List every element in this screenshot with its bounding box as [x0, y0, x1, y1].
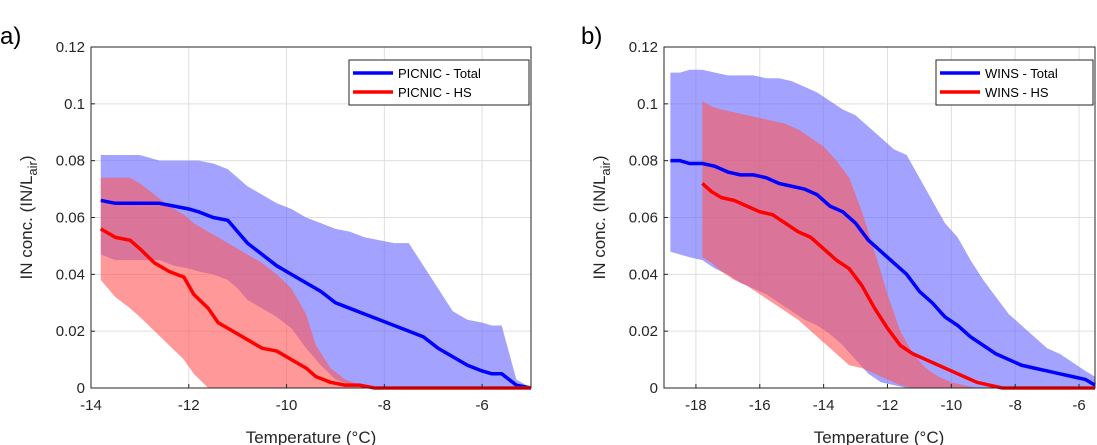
panel-b: b) -18 -16 -14 -12 -10 -8 -6 0 0.02 0.04 0.06 0.08… — [581, 23, 1096, 445]
legend-label-picnic-hs: PICNIC - HS — [398, 85, 472, 100]
panel-a-y-tick-label: 0 — [77, 380, 85, 397]
panel-b-y-tick-label: 0 — [650, 380, 658, 397]
legend-label-wins-hs: WINS - HS — [985, 85, 1049, 100]
panel-a-y-tick-label: 0.06 — [56, 210, 85, 227]
wins-total-line — [670, 158, 1096, 387]
panel-b-x-tick-label: -12 — [877, 397, 899, 414]
panel-a-y-ticks: 0 0.02 0.04 0.06 0.08 0.1 0.12 — [56, 39, 95, 397]
panel-a-y-label-close: ) — [17, 155, 36, 161]
panel-a-y-tick-label: 0.12 — [56, 39, 85, 56]
panel-b-x-tick-label: -16 — [749, 397, 771, 414]
panel-b-y-tick-label: 0.08 — [629, 153, 658, 170]
picnic-total-line — [100, 198, 532, 390]
panel-b-y-tick-label: 0.1 — [637, 96, 658, 113]
panel-b-x-tick-label: -6 — [1072, 397, 1085, 414]
wins-hs-band — [702, 100, 1095, 388]
wins-hs-line — [701, 182, 1095, 390]
panel-a: a) -14 -12 -10 -8 -6 0 0.02 0.04 0.06 0.08 0.1 0.1… — [0, 23, 532, 445]
panel-a-label: a) — [0, 23, 21, 50]
panel-b-y-tick-label: 0.04 — [629, 266, 658, 283]
panel-b-y-label-main: IN conc. (IN/L — [590, 176, 609, 280]
panel-b-y-label-sub: air — [598, 160, 613, 175]
panel-a-x-tick-label: -12 — [178, 397, 200, 414]
panel-a-x-tick-label: -6 — [475, 397, 488, 414]
panel-a-x-tick-label: -14 — [80, 397, 102, 414]
panel-b-x-label: Temperature (°C) — [814, 428, 945, 445]
panel-a-y-tick-label: 0.04 — [56, 266, 85, 283]
picnic-total-band — [100, 154, 532, 388]
panel-b-bands — [670, 69, 1095, 388]
panel-a-x-tick-label: -8 — [378, 397, 391, 414]
panel-a-x-ticks: -14 -12 -10 -8 -6 — [80, 384, 489, 414]
panel-b-x-tick-label: -18 — [685, 397, 707, 414]
panel-b-x-tick-label: -8 — [1009, 397, 1022, 414]
panel-b-legend-box — [935, 59, 1094, 106]
panel-b-x-tick-label: -14 — [813, 397, 835, 414]
panel-b-y-label: IN conc. (IN/Lair) — [590, 155, 613, 279]
panel-a-y-label: IN conc. (IN/Lair) — [17, 155, 40, 279]
panel-b-y-ticks: 0 0.02 0.04 0.06 0.08 0.1 0.12 — [629, 39, 668, 397]
panel-a-legend: PICNIC - Total PICNIC - HS — [348, 59, 530, 106]
panel-b-legend: WINS - Total WINS - HS — [935, 59, 1094, 106]
panel-b-label: b) — [581, 23, 602, 50]
legend-label-picnic-total: PICNIC - Total — [398, 66, 481, 81]
panel-b-x-tick-label: -10 — [940, 397, 962, 414]
panel-a-bands — [100, 154, 532, 388]
panel-b-y-tick-label: 0.06 — [629, 210, 658, 227]
panel-a-y-label-main: IN conc. (IN/L — [17, 176, 36, 280]
panel-a-x-tick-label: -10 — [276, 397, 298, 414]
panel-b-y-tick-label: 0.02 — [629, 323, 658, 340]
panel-b-x-ticks: -18 -16 -14 -12 -10 -8 -6 — [685, 384, 1086, 414]
panel-b-y-label-close: ) — [590, 155, 609, 161]
picnic-hs-band — [100, 177, 532, 388]
panel-a-y-tick-label: 0.02 — [56, 323, 85, 340]
panel-a-y-tick-label: 0.08 — [56, 153, 85, 170]
panel-b-lines — [670, 158, 1096, 390]
legend-label-wins-total: WINS - Total — [985, 66, 1058, 81]
panel-a-x-label: Temperature (°C) — [246, 428, 377, 445]
panel-a-y-label-sub: air — [25, 160, 40, 175]
panel-b-y-tick-label: 0.12 — [629, 39, 658, 56]
panel-a-legend-box — [348, 59, 530, 106]
panel-a-y-tick-label: 0.1 — [64, 96, 85, 113]
